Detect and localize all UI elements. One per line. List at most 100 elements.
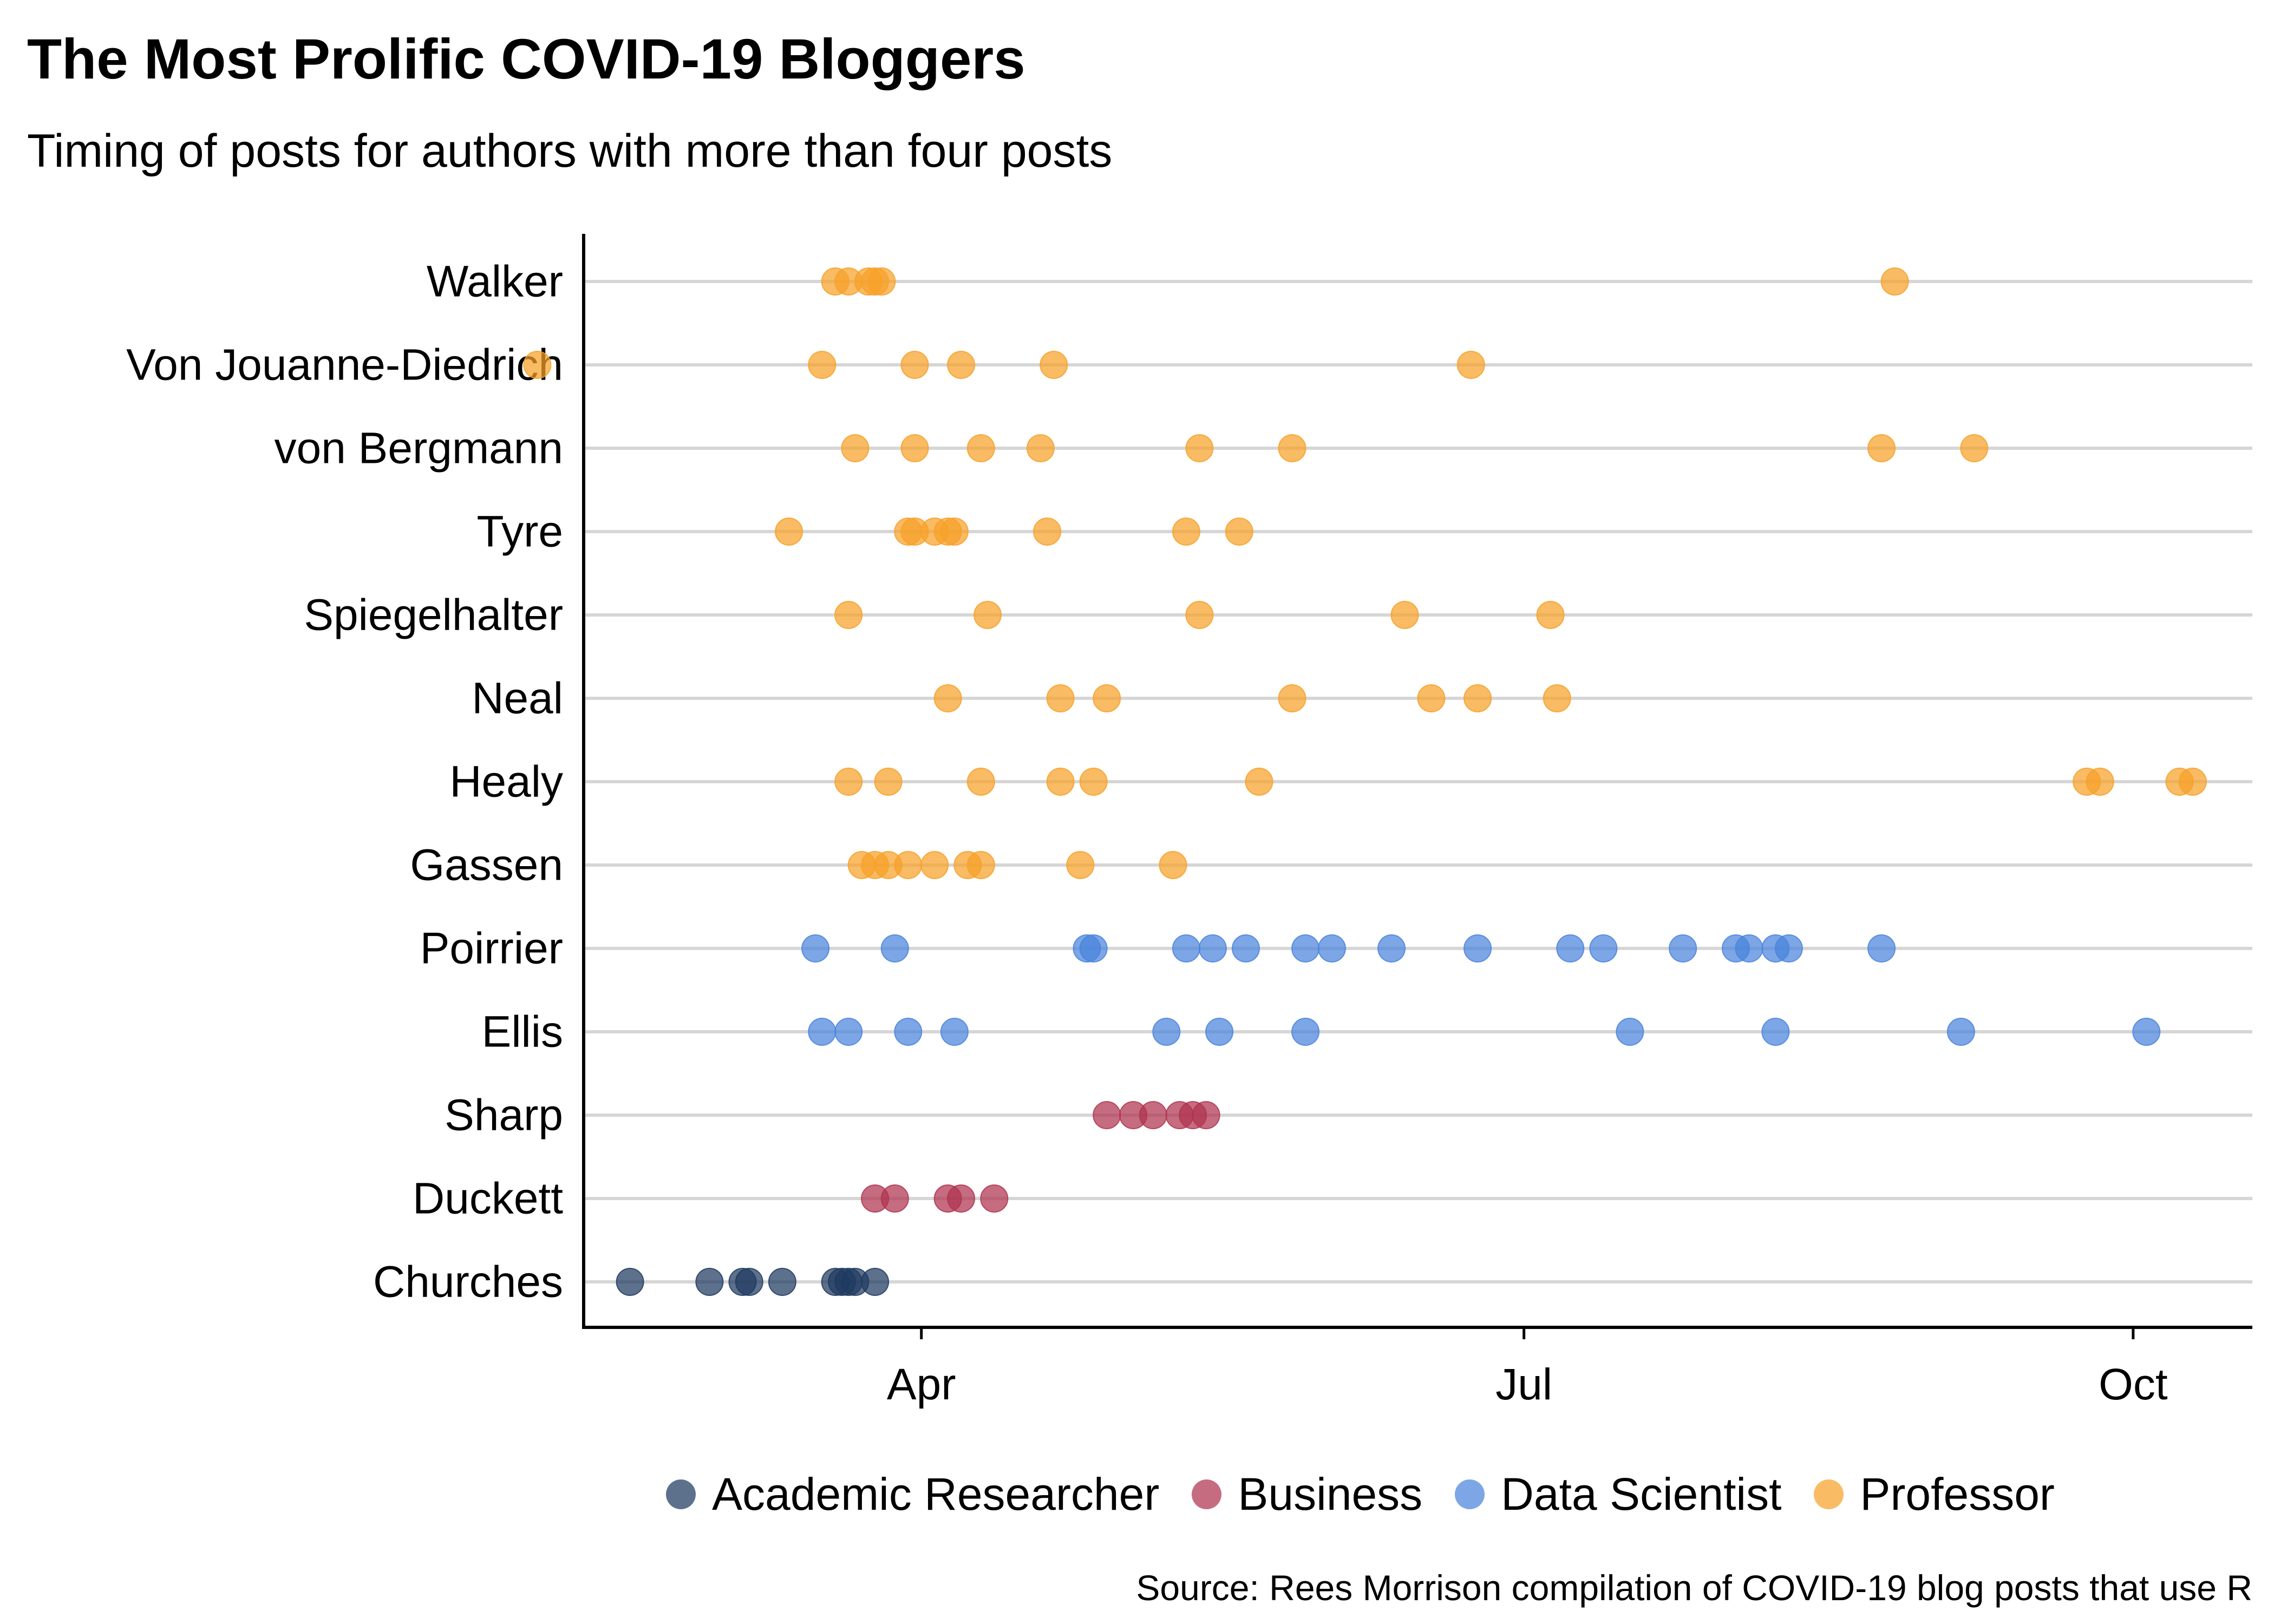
data-point [1232, 934, 1260, 962]
y-tick-label: Neal [472, 674, 563, 723]
data-point [1033, 518, 1062, 546]
legend-item: Business [1192, 1468, 1422, 1521]
data-point [940, 518, 969, 546]
data-point [900, 434, 929, 462]
data-point [920, 851, 949, 879]
data-point [775, 518, 803, 546]
data-point [1066, 851, 1095, 879]
data-point [1093, 1101, 1121, 1129]
legend: Academic Researcher Business Data Scientis… [666, 1462, 2087, 1527]
y-tick-label: Healy [449, 757, 563, 807]
data-point [1556, 934, 1585, 962]
legend-key-dot [1192, 1479, 1222, 1509]
data-point [1867, 934, 1896, 962]
x-tick-label: Oct [2099, 1360, 2168, 1409]
data-point [1185, 601, 1214, 629]
data-point [867, 267, 896, 296]
y-tick-label: Tyre [477, 507, 563, 556]
data-point [1463, 684, 1492, 712]
legend-label: Professor [1860, 1468, 2055, 1520]
y-tick-label: Walker [427, 257, 563, 306]
data-point [1079, 934, 1108, 962]
data-point [523, 351, 552, 379]
data-point [1079, 768, 1108, 796]
x-tick-label: Apr [887, 1360, 956, 1409]
data-point [1172, 518, 1200, 546]
data-point [966, 851, 995, 879]
chart-title: The Most Prolific COVID-19 Bloggers [27, 28, 1025, 91]
data-point [1318, 934, 1346, 962]
legend-label: Academic Researcher [712, 1468, 1160, 1520]
y-tick-label: Poirrier [420, 924, 563, 973]
chart-subtitle: Timing of posts for authors with more th… [27, 125, 1113, 177]
data-point [861, 1268, 890, 1296]
legend-item: Academic Researcher [666, 1468, 1159, 1521]
data-point [880, 934, 909, 962]
legend-key-dot [1814, 1479, 1844, 1509]
data-points [523, 267, 2207, 1296]
data-point [1589, 934, 1618, 962]
y-tick-label: Gassen [410, 841, 563, 890]
chart-plot: Walker Von Jouanne-Diedrich von Bergmann Ty… [126, 234, 2252, 1409]
data-point [1463, 934, 1492, 962]
data-point [933, 684, 962, 712]
data-point [874, 768, 903, 796]
data-point [900, 351, 929, 379]
data-point [1291, 1018, 1320, 1046]
data-point [1205, 1018, 1234, 1046]
data-point [808, 351, 837, 379]
data-point [1192, 1101, 1220, 1129]
data-point [1278, 684, 1306, 712]
legend-key-dot [1455, 1479, 1485, 1509]
legend-label: Data Scientist [1501, 1468, 1782, 1520]
data-point [2178, 768, 2207, 796]
data-point [1761, 1018, 1790, 1046]
data-point [1278, 434, 1306, 462]
data-point [1245, 768, 1273, 796]
data-point [2132, 1018, 2161, 1046]
data-point [1198, 934, 1227, 962]
data-point [894, 851, 923, 879]
data-point [940, 1018, 969, 1046]
data-point [834, 768, 863, 796]
x-tick-label: Jul [1495, 1360, 1552, 1409]
data-point [1735, 934, 1763, 962]
data-point [1185, 434, 1214, 462]
legend-item: Data Scientist [1455, 1468, 1781, 1521]
data-point [1960, 434, 1989, 462]
data-point [1456, 351, 1485, 379]
data-point [616, 1268, 644, 1296]
data-point [980, 1184, 1009, 1213]
data-point [1880, 267, 1909, 296]
legend-key-dot [666, 1479, 696, 1509]
data-point [808, 1018, 837, 1046]
data-point [966, 768, 995, 796]
y-tick-label: Ellis [482, 1007, 563, 1057]
data-point [768, 1268, 796, 1296]
legend-label: Business [1238, 1468, 1423, 1520]
data-point [966, 434, 995, 462]
data-point [973, 601, 1002, 629]
y-tick-label: von Bergmann [275, 424, 563, 473]
data-point [834, 1018, 863, 1046]
data-point [947, 351, 976, 379]
data-point [1536, 601, 1565, 629]
data-point [695, 1268, 724, 1296]
data-point [1139, 1101, 1167, 1129]
chart-caption: Source: Rees Morrison compilation of COV… [1136, 1568, 2252, 1608]
data-point [1669, 934, 1697, 962]
data-point [735, 1268, 763, 1296]
y-tick-labels: Walker Von Jouanne-Diedrich von Bergmann Ty… [126, 257, 563, 1307]
data-point [947, 1184, 976, 1213]
data-point [1390, 601, 1419, 629]
data-point [1946, 1018, 1975, 1046]
data-point [1417, 684, 1446, 712]
data-point [894, 1018, 923, 1046]
data-point [1046, 684, 1075, 712]
legend-item: Professor [1814, 1468, 2055, 1521]
grid-lines [584, 280, 2252, 1284]
data-point [1377, 934, 1406, 962]
data-point [1172, 934, 1200, 962]
data-point [801, 934, 830, 962]
y-tick-label: Spiegelhalter [304, 591, 563, 640]
